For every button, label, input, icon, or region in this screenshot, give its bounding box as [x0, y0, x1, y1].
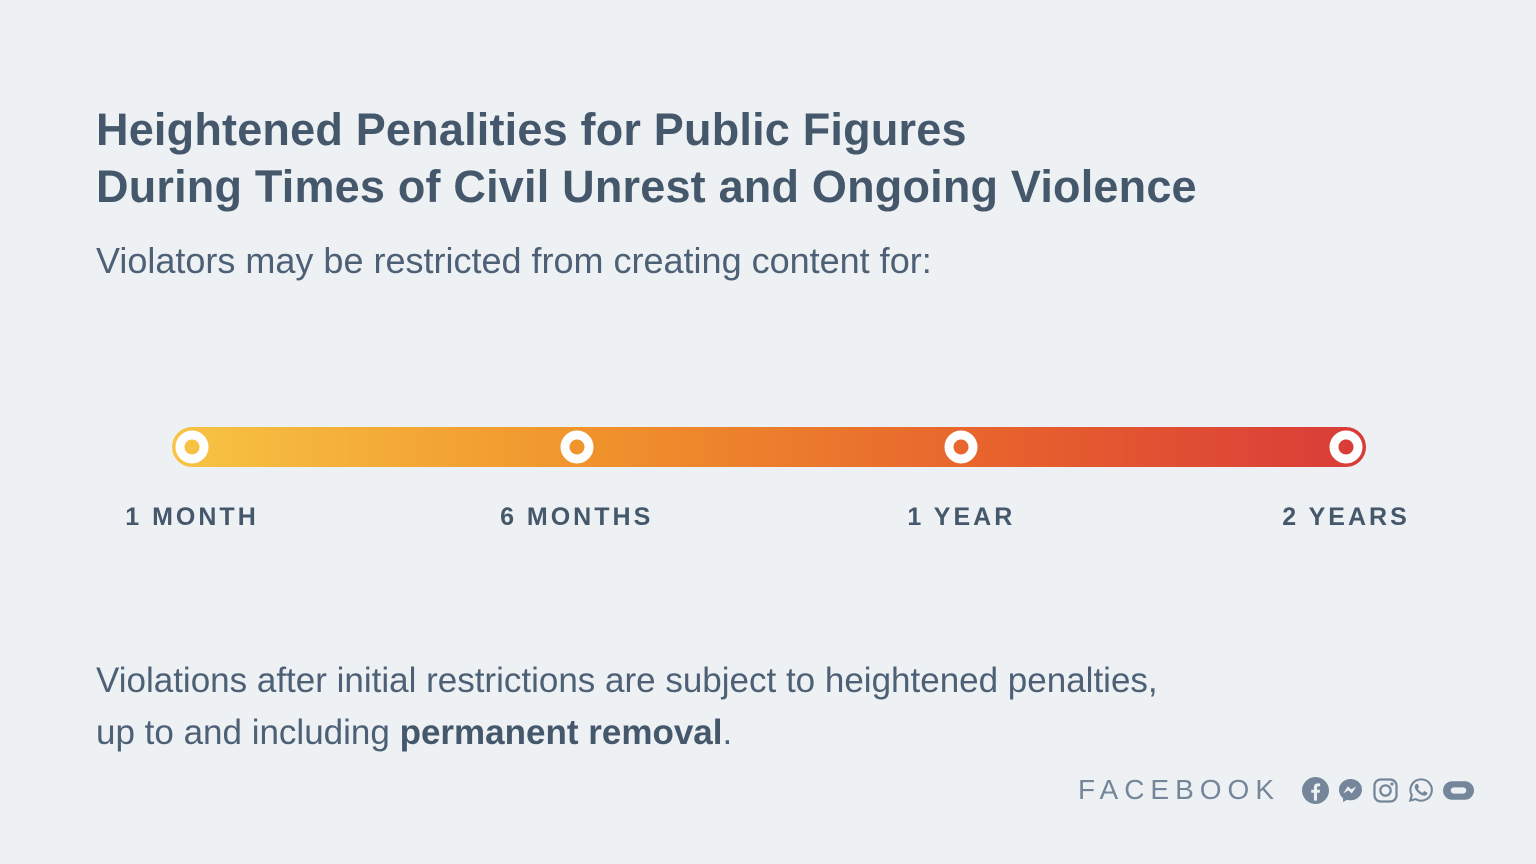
page-title-line2: During Times of Civil Unrest and Ongoing… — [96, 161, 1197, 212]
timeline-marker-1-year — [944, 430, 978, 464]
messenger-icon — [1337, 777, 1364, 804]
page-title: Heightened Penalities for Public Figures… — [96, 101, 1197, 215]
whatsapp-icon — [1407, 776, 1435, 804]
instagram-icon — [1372, 777, 1399, 804]
timeline-label-1-month: 1 MONTH — [125, 503, 259, 531]
oculus-icon — [1443, 780, 1474, 800]
timeline-marker-6-months — [560, 430, 594, 464]
footnote-text: Violations after initial restrictions ar… — [96, 655, 1158, 759]
footnote-line2: up to and including permanent removal. — [96, 713, 733, 752]
timeline-label-1-year: 1 YEAR — [907, 503, 1016, 531]
penalty-timeline — [172, 427, 1366, 467]
page-title-line1: Heightened Penalities for Public Figures — [96, 104, 967, 155]
timeline-marker-1-month — [175, 430, 209, 464]
timeline-label-2-years: 2 YEARS — [1282, 503, 1410, 531]
footer-branding: FACEBOOK — [1078, 772, 1474, 808]
timeline-label-6-months: 6 MONTHS — [500, 503, 654, 531]
permanent-removal-emphasis: permanent removal — [399, 713, 723, 752]
timeline-labels: 1 MONTH 6 MONTHS 1 YEAR 2 YEARS — [125, 503, 1407, 533]
facebook-icon — [1302, 776, 1329, 804]
gradient-timeline-bar — [172, 427, 1366, 467]
facebook-wordmark: FACEBOOK — [1077, 774, 1280, 805]
footnote-line1: Violations after initial restrictions ar… — [96, 661, 1158, 700]
page-subtitle: Violators may be restricted from creatin… — [96, 240, 932, 281]
timeline-marker-2-years — [1329, 430, 1363, 464]
